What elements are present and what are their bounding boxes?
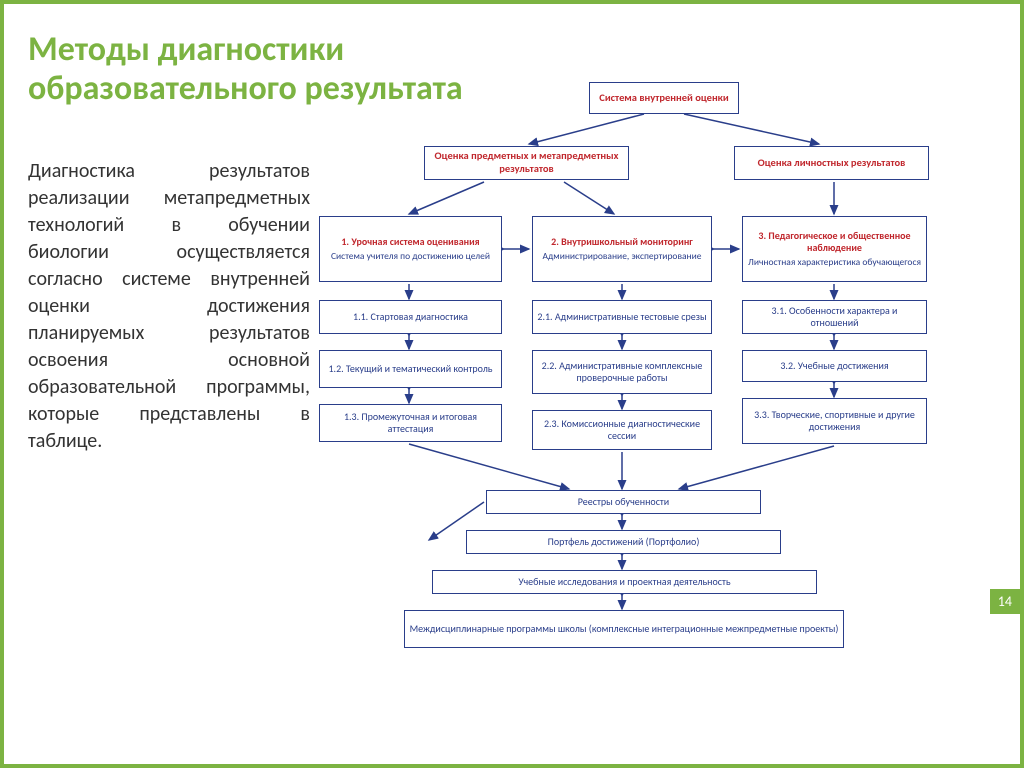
node-c3r1: 3.1. Особенности характера и отношений <box>742 300 927 334</box>
col2-sub: Администрирование, экспертирование <box>537 251 707 262</box>
node-col1-hdr: 1. Урочная система оценивания Система уч… <box>319 216 502 282</box>
flowchart: Система внутренней оценки Оценка предмет… <box>314 74 994 754</box>
node-c2r1: 2.1. Административные тестовые срезы <box>532 300 712 334</box>
node-col2-hdr: 2. Внутришкольный мониторинг Администрир… <box>532 216 712 282</box>
col1-sub: Система учителя по достижению целей <box>324 251 497 262</box>
col1-heading: 1. Урочная система оценивания <box>324 236 497 248</box>
node-l2b: Оценка личностных результатов <box>734 146 929 180</box>
body-paragraph: Диагностика результатов реализации метап… <box>28 158 310 455</box>
node-bot4: Междисциплинарные программы школы (компл… <box>404 610 844 648</box>
col3-sub: Личностная характеристика обучающегося <box>747 257 922 268</box>
col2-heading: 2. Внутришкольный мониторинг <box>537 236 707 248</box>
page-number: 14 <box>990 589 1020 614</box>
node-l2a: Оценка предметных и метапредметных резул… <box>424 146 629 180</box>
node-bot2: Портфель достижений (Портфолио) <box>466 530 781 554</box>
node-c1r3: 1.3. Промежуточная и итоговая аттестация <box>319 404 502 442</box>
node-col3-hdr: 3. Педагогическое и общественное наблюде… <box>742 216 927 282</box>
node-c1r1: 1.1. Стартовая диагностика <box>319 300 502 334</box>
node-c1r2: 1.2. Текущий и тематический контроль <box>319 350 502 388</box>
node-bot1: Реестры обученности <box>486 490 761 514</box>
node-c2r3: 2.3. Комиссионные диагностические сессии <box>532 410 712 450</box>
col3-heading: 3. Педагогическое и общественное наблюде… <box>747 230 922 254</box>
node-c3r3: 3.3. Творческие, спортивные и другие дос… <box>742 398 927 444</box>
node-c3r2: 3.2. Учебные достижения <box>742 350 927 382</box>
node-c2r2: 2.2. Административные комплексные провер… <box>532 350 712 394</box>
node-top: Система внутренней оценки <box>589 82 739 114</box>
node-bot3: Учебные исследования и проектная деятель… <box>432 570 817 594</box>
